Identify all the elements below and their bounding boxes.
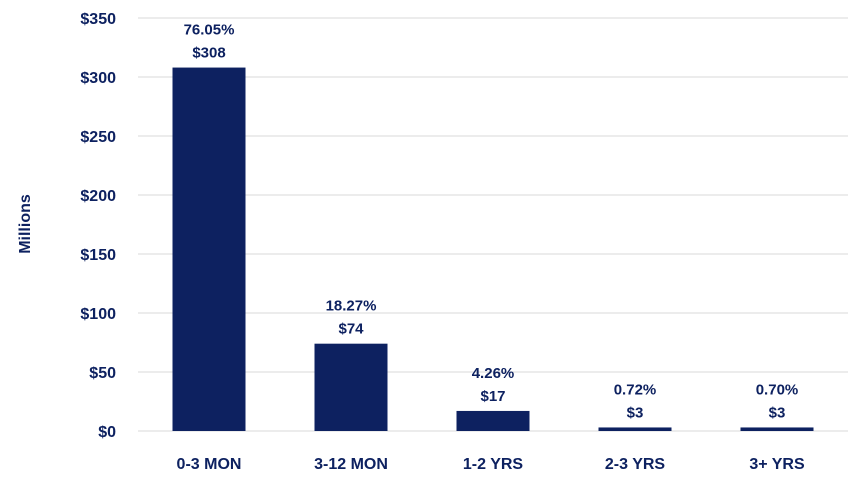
y-tick-label: $100: [80, 306, 116, 323]
bar: [598, 427, 672, 431]
percent-label: 4.26%: [472, 365, 515, 382]
y-tick-label: $350: [80, 11, 116, 28]
y-axis-ticks: $0 $50 $100 $150 $200 $250 $300 $350: [80, 11, 116, 441]
bar: [740, 427, 814, 431]
percent-label: 0.70%: [756, 381, 799, 398]
bar: [172, 67, 246, 431]
x-axis-ticks: 0-3 MON 3-12 MON 1-2 YRS 2-3 YRS 3+ YRS: [177, 456, 805, 473]
value-label: $74: [338, 321, 364, 338]
gridlines: [138, 17, 848, 432]
x-tick-label: 1-2 YRS: [463, 456, 524, 473]
y-tick-label: $200: [80, 188, 116, 205]
x-tick-label: 3+ YRS: [749, 456, 805, 473]
bars: [172, 67, 814, 431]
y-tick-label: $50: [89, 365, 116, 382]
value-label: $17: [480, 388, 505, 405]
y-tick-label: $0: [98, 424, 116, 441]
value-label: $308: [192, 45, 225, 62]
percent-label: 76.05%: [184, 22, 235, 39]
y-tick-label: $150: [80, 247, 116, 264]
y-tick-label: $250: [80, 129, 116, 146]
x-tick-label: 2-3 YRS: [605, 456, 666, 473]
x-tick-label: 3-12 MON: [314, 456, 388, 473]
y-axis-title: Millions: [17, 194, 34, 254]
bar: [456, 410, 530, 431]
bar: [314, 343, 388, 431]
percent-label: 18.27%: [326, 298, 377, 315]
data-labels: $308 76.05% $74 18.27% $17 4.26% $3 0.72% $3 0.70…: [184, 22, 799, 422]
x-tick-label: 0-3 MON: [177, 456, 242, 473]
value-label: $3: [627, 404, 644, 421]
y-tick-label: $300: [80, 70, 116, 87]
percent-label: 0.72%: [614, 381, 657, 398]
value-label: $3: [769, 404, 786, 421]
